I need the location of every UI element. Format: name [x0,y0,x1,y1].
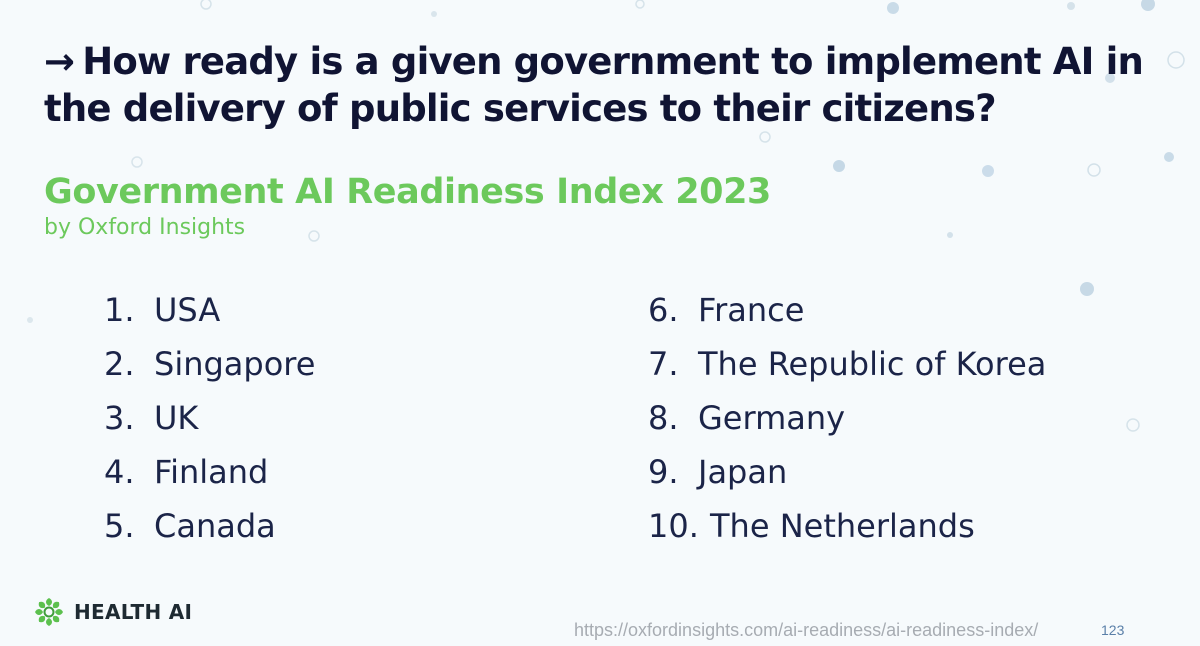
rank-country: Japan [698,453,788,491]
ranking-item: 10. The Netherlands [648,499,1046,553]
ranking-item: 1. USA [104,283,315,337]
rank-country: Canada [154,507,276,545]
rank-number: 10. [648,507,699,545]
ranking-item: 7. The Republic of Korea [648,337,1046,391]
ranking-item: 8. Germany [648,391,1046,445]
ranking-item: 9. Japan [648,445,1046,499]
page-number: 123 [1101,622,1125,638]
rank-country: UK [154,399,199,437]
rank-country: France [698,291,805,329]
ranking-item: 4. Finland [104,445,315,499]
rank-number: 8. [648,399,679,437]
rank-country: The Republic of Korea [698,345,1047,383]
rank-number: 5. [104,507,135,545]
question-text: How ready is a given government to imple… [44,40,1144,130]
arrow-icon: → [44,40,75,83]
gear-leaf-icon [35,598,63,626]
rank-number: 1. [104,291,135,329]
ranking-item: 6. France [648,283,1046,337]
rank-number: 6. [648,291,679,329]
rank-country: USA [154,291,221,329]
rank-number: 7. [648,345,679,383]
rank-country: Finland [154,453,269,491]
index-byline: by Oxford Insights [44,215,246,240]
index-title: Government AI Readiness Index 2023 [44,172,772,212]
source-link[interactable]: https://oxfordinsights.com/ai-readiness/… [574,620,1039,640]
ranking-list-right: 6. France 7. The Republic of Korea 8. Germa… [648,283,1046,553]
rank-number: 4. [104,453,135,491]
logo-text: HEALTH AI [74,600,193,624]
rank-country: The Netherlands [710,507,975,545]
health-ai-logo: HEALTH AI [34,596,192,628]
rank-number: 2. [104,345,135,383]
ranking-list-left: 1. USA 2. Singapore 3. UK 4. Finland 5. Canad… [104,283,315,553]
rank-number: 3. [104,399,135,437]
question-heading: → How ready is a given government to impl… [44,38,1174,132]
ranking-item: 5. Canada [104,499,315,553]
rank-country: Singapore [154,345,316,383]
ranking-item: 3. UK [104,391,315,445]
rank-country: Germany [698,399,846,437]
rank-number: 9. [648,453,679,491]
ranking-item: 2. Singapore [104,337,315,391]
